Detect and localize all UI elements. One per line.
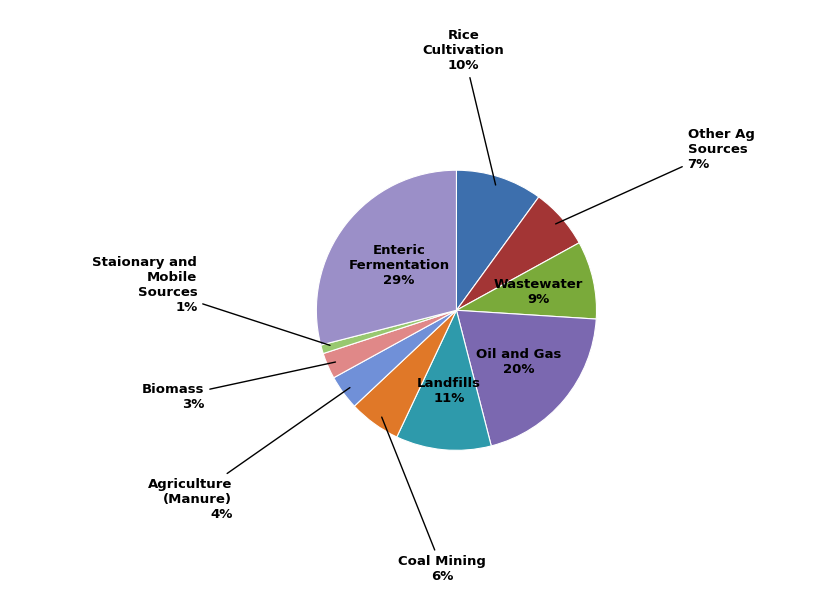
Wedge shape [323,310,456,378]
Wedge shape [456,170,538,310]
Wedge shape [334,310,456,406]
Text: Landfills
11%: Landfills 11% [416,377,480,405]
Text: Wastewater
9%: Wastewater 9% [493,278,583,306]
Text: Enteric
Fermentation
29%: Enteric Fermentation 29% [348,244,449,287]
Text: Coal Mining
6%: Coal Mining 6% [381,417,486,584]
Wedge shape [396,310,491,450]
Wedge shape [456,243,596,319]
Text: Rice
Cultivation
10%: Rice Cultivation 10% [422,29,504,185]
Wedge shape [354,310,456,437]
Text: Agriculture
(Manure)
4%: Agriculture (Manure) 4% [148,387,349,521]
Wedge shape [320,310,456,354]
Text: Oil and Gas
20%: Oil and Gas 20% [476,348,561,376]
Wedge shape [456,310,595,446]
Text: Biomass
3%: Biomass 3% [141,362,335,411]
Wedge shape [456,197,579,310]
Text: Other Ag
Sources
7%: Other Ag Sources 7% [555,128,753,224]
Text: Staionary and
Mobile
Sources
1%: Staionary and Mobile Sources 1% [92,256,329,346]
Wedge shape [316,170,456,345]
